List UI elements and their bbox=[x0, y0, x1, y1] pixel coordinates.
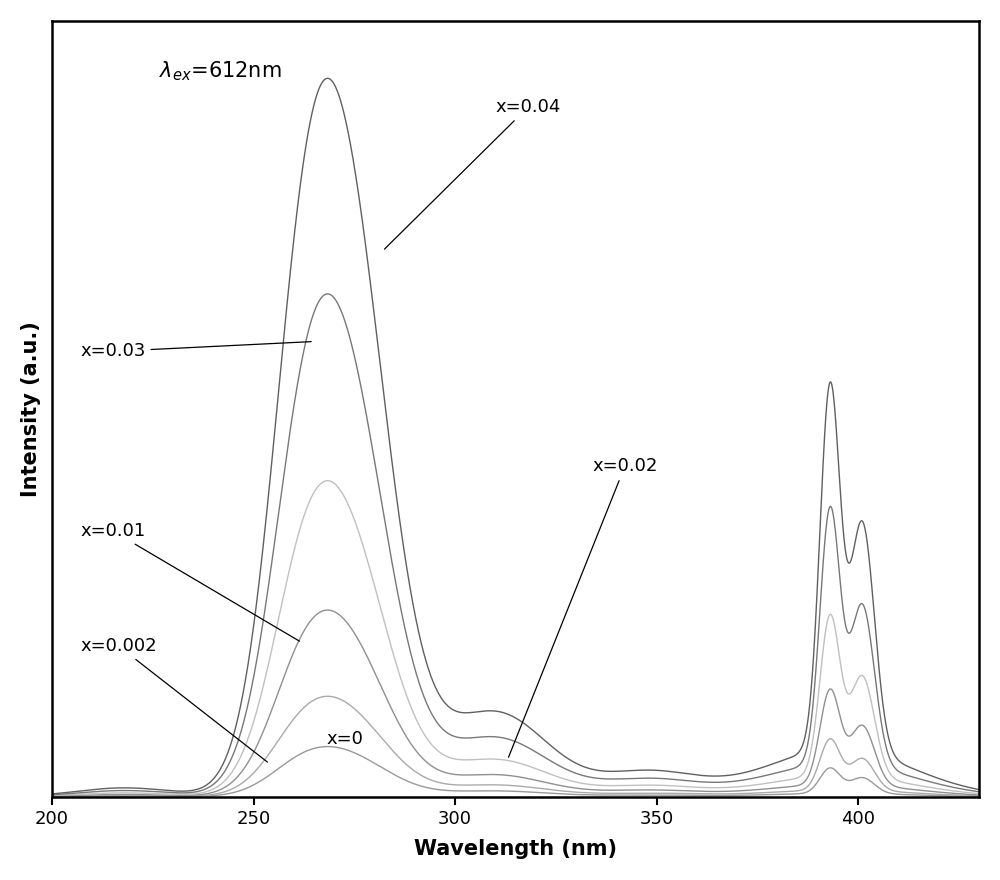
Text: x=0.01: x=0.01 bbox=[80, 522, 299, 642]
Y-axis label: Intensity (a.u.): Intensity (a.u.) bbox=[21, 321, 41, 496]
Text: x=0.002: x=0.002 bbox=[80, 637, 267, 762]
X-axis label: Wavelength (nm): Wavelength (nm) bbox=[414, 840, 617, 859]
Text: x=0.03: x=0.03 bbox=[80, 341, 311, 361]
Text: x=0: x=0 bbox=[326, 730, 363, 748]
Text: x=0.02: x=0.02 bbox=[509, 458, 658, 758]
Text: $\lambda_{ex}$=612nm: $\lambda_{ex}$=612nm bbox=[159, 60, 281, 83]
Text: x=0.04: x=0.04 bbox=[384, 98, 561, 249]
